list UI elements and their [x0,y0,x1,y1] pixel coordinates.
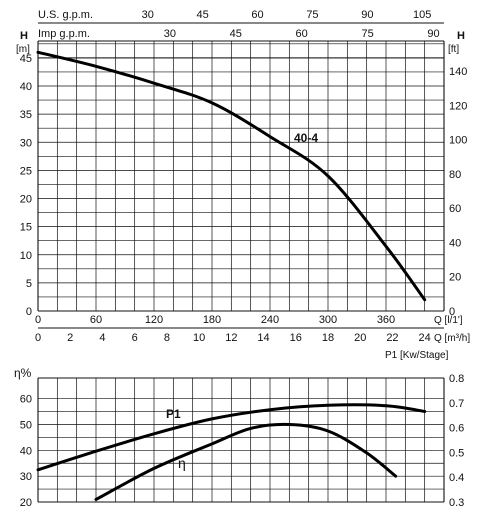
head-ft-tick: 120 [449,100,467,112]
head-ft-tick: 40 [449,237,461,249]
efficiency-tick: 20 [20,497,32,509]
power-tick: 0.5 [449,447,464,459]
flow-lpm-axis-title: Q [l/1'] [434,315,463,326]
flow-m3h-tick: 18 [322,332,334,344]
left-axis-title-h: H [20,30,28,42]
imp-gpm-tick: 75 [361,28,373,40]
flow-lpm-tick: 120 [145,314,163,326]
flow-m3h-tick: 24 [419,332,431,344]
head-m-tick: 35 [20,109,32,121]
imp-gpm-ticks: 30 45 60 75 90 [164,28,440,40]
power-tick: 0.8 [449,373,464,385]
flow-m3h-tick: 14 [257,332,269,344]
head-ft-tick: 0 [449,306,455,318]
head-m-tick: 45 [20,53,32,65]
flow-m3h-tick: 22 [386,332,398,344]
head-m-tick: 20 [20,194,32,206]
head-m-tick: 25 [20,165,32,177]
head-m-tick: 10 [20,250,32,262]
flow-lpm-tick-labels: 0 60 120 180 240 300 360 [35,314,395,326]
flow-m3h-tick: 12 [225,332,237,344]
head-m-tick: 0 [26,306,32,318]
flow-m3h-tick-labels: 0 2 4 6 8 10 12 14 16 18 20 22 24 [35,332,431,344]
us-gpm-tick: 30 [142,9,154,21]
head-ft-tick: 60 [449,203,461,215]
curve-label-p1: P1 [166,407,181,421]
curve-label-40-4: 40-4 [294,131,318,145]
flow-lpm-tick: 360 [377,314,395,326]
flow-lpm-tick: 0 [35,314,41,326]
efficiency-axis-title: η% [14,366,32,380]
head-m-tick: 40 [20,81,32,93]
flow-lpm-tick: 180 [203,314,221,326]
flow-m3h-tick: 10 [193,332,205,344]
us-gpm-label: U.S. g.p.m. [38,9,93,21]
flow-lpm-tick: 240 [261,314,279,326]
flow-m3h-tick: 4 [99,332,105,344]
flow-m3h-tick: 2 [67,332,73,344]
imp-gpm-tick: 90 [427,28,439,40]
imp-gpm-tick: 60 [296,28,308,40]
head-ft-tick: 80 [449,169,461,181]
flow-m3h-axis-title: Q [m³/h] [434,333,470,344]
head-m-tick-labels: 0 5 10 15 20 25 30 35 40 45 [20,53,32,318]
efficiency-power-chart: η% P1 [Kw/Stage] 20 30 40 50 60 0.3 0.4 0.5 0.6… [14,350,464,509]
head-ft-tick: 100 [449,135,467,147]
flow-lpm-tick: 60 [90,314,102,326]
head-m-tick: 5 [26,278,32,290]
head-ft-tick-labels: 0 20 40 60 80 100 120 140 [449,66,467,318]
head-curve-chart: U.S. g.p.m. Imp g.p.m. 30 45 60 75 90 105 30 4… [16,9,470,344]
flow-m3h-tick: 20 [354,332,366,344]
power-tick: 0.6 [449,423,464,435]
head-curve-40-4 [36,50,427,302]
power-axis-title: P1 [Kw/Stage] [385,350,449,361]
head-m-tick: 30 [20,137,32,149]
flow-m3h-tick: 16 [290,332,302,344]
power-curve-p1 [36,403,427,472]
flow-m3h-tick: 8 [164,332,170,344]
us-gpm-tick: 60 [251,9,263,21]
head-ft-tick: 140 [449,66,467,78]
head-m-tick: 15 [20,222,32,234]
right-axis-unit-ft: [ft] [448,44,459,55]
power-tick-labels: 0.3 0.4 0.5 0.6 0.7 0.8 [449,373,464,509]
flow-m3h-tick: 0 [35,332,41,344]
imp-gpm-label: Imp g.p.m. [38,28,90,40]
left-axis-unit-m: [m] [16,44,30,55]
power-tick: 0.7 [449,398,464,410]
right-axis-title-h: H [457,30,465,42]
efficiency-tick: 50 [20,420,32,432]
power-tick: 0.3 [449,497,464,509]
power-tick: 0.4 [449,472,464,484]
efficiency-tick-labels: 20 30 40 50 60 [20,394,32,509]
us-gpm-tick: 90 [361,9,373,21]
efficiency-curve-eta [94,422,398,501]
imp-gpm-tick: 30 [164,28,176,40]
us-gpm-ticks: 30 45 60 75 90 105 [142,9,432,21]
us-gpm-tick: 75 [306,9,318,21]
us-gpm-tick: 105 [413,9,431,21]
flow-lpm-tick: 300 [319,314,337,326]
efficiency-tick: 40 [20,445,32,457]
head-ft-tick: 20 [449,272,461,284]
curve-label-eta: η [178,455,186,471]
imp-gpm-tick: 45 [230,28,242,40]
efficiency-tick: 30 [20,471,32,483]
us-gpm-tick: 45 [197,9,209,21]
efficiency-tick: 60 [20,394,32,406]
flow-m3h-tick: 6 [132,332,138,344]
head-chart-grid [37,40,445,312]
efficiency-chart-grid [37,377,445,503]
